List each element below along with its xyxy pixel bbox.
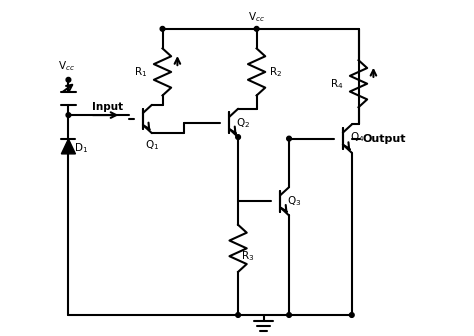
Text: R$_3$: R$_3$ xyxy=(241,249,255,263)
Text: Output: Output xyxy=(363,134,406,143)
Text: Q$_1$: Q$_1$ xyxy=(145,138,159,153)
Circle shape xyxy=(287,313,292,318)
Text: Q$_2$: Q$_2$ xyxy=(236,116,250,130)
Circle shape xyxy=(236,135,240,139)
Circle shape xyxy=(160,27,165,31)
Text: Q$_3$: Q$_3$ xyxy=(287,195,301,208)
Text: R$_1$: R$_1$ xyxy=(134,65,147,79)
Circle shape xyxy=(66,113,71,117)
Polygon shape xyxy=(61,139,75,154)
Circle shape xyxy=(254,27,259,31)
Circle shape xyxy=(236,313,240,318)
Text: R$_4$: R$_4$ xyxy=(330,77,344,91)
Circle shape xyxy=(287,136,292,141)
Text: V$_{cc}$: V$_{cc}$ xyxy=(248,10,265,24)
Circle shape xyxy=(66,77,71,82)
Text: R$_2$: R$_2$ xyxy=(269,65,283,79)
Text: Input: Input xyxy=(92,102,123,112)
Text: V$_{cc}$: V$_{cc}$ xyxy=(58,59,75,73)
Text: D$_1$: D$_1$ xyxy=(74,141,88,155)
Circle shape xyxy=(349,313,354,318)
Text: Q$_4$: Q$_4$ xyxy=(350,130,365,143)
